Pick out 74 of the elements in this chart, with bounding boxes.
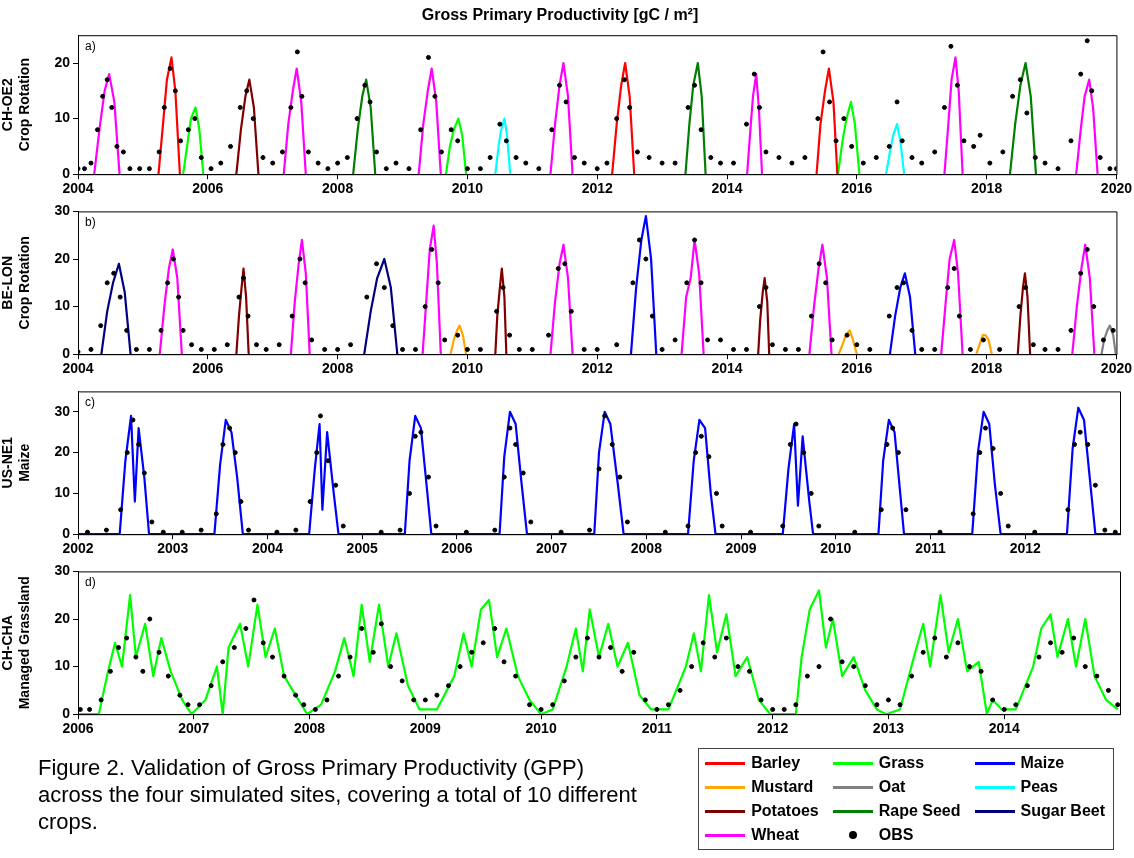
x-tick-label: 2018 [971, 360, 1003, 377]
x-tick-label: 2018 [971, 180, 1003, 197]
x-tick-label: 2020 [1100, 360, 1133, 377]
x-tick-label: 2020 [1100, 180, 1133, 197]
y-tick-label: 10 [54, 297, 71, 314]
text: Oat [878, 778, 906, 795]
y-tick-label: 0 [62, 705, 71, 722]
x-tick-label: 2006 [441, 540, 473, 557]
x-tick-label: 2012 [757, 720, 789, 737]
text: Wheat [751, 826, 800, 843]
x-tick-label: 2004 [62, 180, 94, 197]
text: Rape Seed [878, 802, 961, 819]
y-tick-label: 10 [54, 109, 71, 126]
y-tick-label: 20 [54, 609, 71, 626]
x-tick-label: 2012 [1009, 540, 1042, 557]
annotation: c) [85, 394, 95, 409]
x-tick-label: 2013 [872, 720, 905, 737]
y-tick-label: 10 [54, 657, 71, 674]
annotation: d) [85, 574, 96, 589]
annotation: b) [85, 214, 96, 229]
y-tick-label: 30 [54, 202, 71, 219]
x-tick-label: 2014 [711, 360, 743, 377]
x-tick-label: 2011 [641, 720, 673, 737]
y-tick-label: 20 [54, 53, 71, 70]
y-tick-label: 0 [62, 165, 71, 182]
text: Mustard [751, 778, 814, 795]
x-tick-label: 2006 [192, 180, 224, 197]
y-tick-label: 30 [54, 562, 71, 579]
text: Peas [1020, 778, 1058, 795]
text: Barley [751, 754, 801, 771]
x-tick-label: 2006 [62, 720, 94, 737]
x-tick-label: 2008 [293, 720, 326, 737]
caption: Figure 2. Validation of Gross Primary Productivity (GPP) across the four simulated sites, covering a total of 10 different crops. [38, 754, 638, 835]
legend-label: OBS [878, 825, 914, 845]
x-tick-label: 2016 [841, 360, 873, 377]
y-axis-title: BE-LON Crop Rotation [0, 236, 33, 330]
x-tick-label: 2007 [536, 540, 568, 557]
x-tick-label: 2002 [62, 540, 94, 557]
x-tick-label: 2014 [988, 720, 1020, 737]
x-tick-label: 2006 [192, 360, 224, 377]
x-tick-label: 2004 [251, 540, 284, 557]
x-tick-label: 2010 [451, 360, 484, 377]
x-tick-label: 2009 [725, 540, 757, 557]
x-tick-label: 2012 [581, 180, 613, 197]
chart-title: Gross Primary Productivity [gC / m²] [421, 6, 699, 24]
x-tick-label: 2011 [915, 540, 946, 557]
x-tick-label: 2008 [630, 540, 663, 557]
x-tick-label: 2007 [178, 720, 210, 737]
y-tick-label: 0 [62, 525, 71, 542]
y-axis-title: CH-OE2 Crop Rotation [0, 58, 33, 152]
text: Potatoes [751, 802, 819, 819]
x-tick-label: 2010 [451, 180, 484, 197]
x-tick-label: 2009 [409, 720, 442, 737]
x-tick-label: 2008 [322, 180, 354, 197]
x-tick-label: 2008 [322, 360, 354, 377]
x-tick-label: 2014 [711, 180, 743, 197]
x-tick-label: 2005 [346, 540, 378, 557]
x-tick-label: 2004 [62, 360, 94, 377]
legend-label: Grass [878, 753, 925, 773]
annotation: a) [85, 38, 96, 53]
x-tick-label: 2010 [525, 720, 557, 737]
y-tick-label: 20 [54, 443, 71, 460]
x-tick-label: 2010 [820, 540, 852, 557]
y-axis-title: CH-CHA Managed Grassland [0, 576, 33, 710]
y-tick-label: 0 [62, 345, 71, 362]
x-tick-label: 2016 [841, 180, 873, 197]
y-tick-label: 10 [54, 484, 71, 501]
y-tick-label: 30 [54, 402, 71, 419]
y-tick-label: 20 [54, 249, 71, 266]
text: Maize [1020, 754, 1065, 771]
x-tick-label: 2003 [157, 540, 189, 557]
text: Sugar Beet [1020, 802, 1105, 819]
y-axis-title: US-NE1 Maize [0, 436, 33, 489]
x-tick-label: 2012 [581, 360, 613, 377]
